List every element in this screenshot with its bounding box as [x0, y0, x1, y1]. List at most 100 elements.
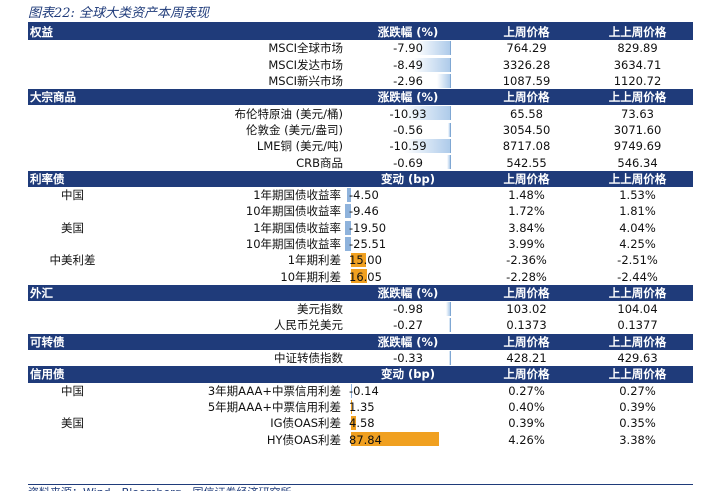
- section-header: 可转债 涨跌幅 (%) 上周价格 上上周价格: [28, 333, 694, 350]
- last-week-price: 8717.08: [502, 139, 551, 154]
- change-cell: -10.59: [345, 138, 471, 154]
- table-row: 美国 1年期国债收益率 -19.50 3.84% 4.04%: [28, 220, 693, 236]
- prev-week-price: 3634.71: [613, 57, 662, 72]
- table-row: HY债OAS利差 87.84 4.26% 3.38%: [28, 431, 693, 447]
- prev-week-price: 3071.60: [613, 122, 662, 137]
- last-week-price: 0.39%: [508, 416, 545, 431]
- change-cell: -9.46: [345, 203, 471, 219]
- prev-week-header: 上上周价格: [582, 170, 694, 187]
- asset-label: 10年期国债收益率: [245, 237, 342, 251]
- region-label: [28, 268, 117, 284]
- section-name: 外汇: [28, 284, 346, 302]
- change-bar: [351, 269, 368, 284]
- change-value: -2.96: [393, 74, 423, 89]
- prev-week-header: 上上周价格: [582, 333, 694, 350]
- prev-week-price: 1.81%: [619, 204, 656, 219]
- last-week-header: 上周价格: [471, 89, 583, 106]
- change-bar: [402, 106, 452, 121]
- change-cell: -0.14: [345, 383, 471, 399]
- change-value: -9.46: [349, 204, 379, 219]
- change-bar: [403, 139, 452, 154]
- change-value: -0.14: [349, 383, 379, 398]
- table-row: 美元指数 -0.98 103.02 104.04: [28, 301, 693, 317]
- region-label: 中美利差: [49, 253, 96, 268]
- region-label: [28, 399, 117, 415]
- section-name: 权益: [28, 24, 346, 41]
- change-cell: -2.96: [345, 73, 471, 89]
- change-cell: -7.90: [345, 40, 471, 56]
- table-row: CRB商品 -0.69 542.55 546.34: [28, 154, 693, 170]
- change-value: -0.56: [393, 122, 423, 137]
- prev-week-price: 429.63: [617, 351, 658, 366]
- prev-week-price: 0.27%: [619, 383, 656, 398]
- change-value: -4.50: [349, 188, 379, 203]
- asset-label: HY债OAS利差: [266, 432, 342, 447]
- section-header: 外汇 涨跌幅 (%) 上周价格 上上周价格: [28, 284, 694, 302]
- table-row: 人民币兑美元 -0.27 0.1373 0.1377: [28, 317, 693, 333]
- change-cell: -0.27: [345, 317, 471, 333]
- change-header: 涨跌幅 (%): [345, 89, 472, 106]
- section-name: 利率债: [28, 170, 346, 187]
- last-week-price: 1.72%: [508, 204, 545, 219]
- figure-title: 图表22: 全球大类资产本周表现: [28, 6, 210, 21]
- section-name: 信用债: [28, 366, 346, 383]
- prev-week-price: -2.51%: [617, 253, 658, 268]
- change-bar: [351, 253, 367, 268]
- table-row: 10年期利差 16.05 -2.28% -2.44%: [28, 268, 693, 284]
- asset-label: MSCI全球市场: [268, 41, 344, 56]
- region-label: [28, 203, 117, 219]
- change-cell: 4.58: [345, 415, 471, 431]
- source-note: 资料来源：Wind，Bloomberg，国信证券经济研究所: [28, 484, 291, 491]
- change-cell: 1.35: [345, 399, 471, 415]
- change-cell: -0.69: [345, 154, 471, 170]
- asset-label: 10年期国债收益率: [245, 204, 342, 219]
- prev-week-header: 上上周价格: [582, 89, 694, 106]
- asset-label: 伦敦金 (美元/盎司): [246, 122, 344, 137]
- last-week-price: 542.55: [506, 155, 547, 170]
- change-bar: [346, 187, 352, 202]
- last-week-price: 65.58: [510, 106, 543, 121]
- change-bar: [415, 41, 452, 56]
- asset-label: 1年期国债收益率: [253, 188, 342, 203]
- last-week-price: 103.02: [506, 302, 547, 317]
- section-header: 大宗商品 涨跌幅 (%) 上周价格 上上周价格: [28, 89, 694, 106]
- region-label: 中国: [61, 383, 84, 398]
- change-cell: -8.49: [345, 57, 471, 73]
- change-value: -7.90: [393, 41, 423, 56]
- region-label: [28, 236, 117, 252]
- region-label: 美国: [61, 220, 84, 235]
- asset-label: 美元指数: [297, 302, 344, 317]
- change-cell: -0.98: [345, 301, 471, 317]
- prev-week-price: 104.04: [617, 302, 658, 317]
- change-value: -10.93: [389, 106, 427, 121]
- prev-week-header: 上上周价格: [582, 24, 694, 41]
- change-bar: [351, 416, 356, 431]
- change-bar: [351, 399, 353, 414]
- change-bar: [448, 350, 452, 365]
- region-label: 美国: [61, 416, 84, 431]
- change-bar: [345, 220, 352, 235]
- change-value: 1.35: [349, 399, 375, 414]
- asset-label: LME铜 (美元/吨): [256, 139, 344, 154]
- prev-week-price: 4.04%: [619, 220, 656, 235]
- section-header: 权益 涨跌幅 (%) 上周价格 上上周价格: [28, 24, 694, 41]
- last-week-header: 上周价格: [471, 333, 583, 350]
- region-label: [28, 431, 117, 447]
- change-header: 涨跌幅 (%): [345, 284, 472, 302]
- change-bar: [447, 122, 452, 137]
- change-bar: [445, 302, 452, 317]
- change-bar: [437, 73, 452, 88]
- top-rule: [28, 22, 693, 24]
- change-value: 15.00: [349, 253, 382, 268]
- table-row: 布伦特原油 (美元/桶) -10.93 65.58 73.63: [28, 105, 693, 121]
- asset-label: CRB商品: [296, 155, 344, 170]
- change-value: 16.05: [349, 269, 382, 284]
- last-week-price: -2.28%: [506, 269, 547, 284]
- prev-week-price: 0.35%: [619, 416, 656, 431]
- asset-label: 中证转债指数: [274, 351, 344, 366]
- change-bar: [345, 204, 352, 219]
- table-row: 10年期国债收益率 -25.51 3.99% 4.25%: [28, 236, 693, 252]
- table-row: 10年期国债收益率 -9.46 1.72% 1.81%: [28, 203, 693, 219]
- change-cell: -0.56: [345, 122, 471, 138]
- asset-label: 3年期AAA+中票信用利差: [207, 383, 342, 398]
